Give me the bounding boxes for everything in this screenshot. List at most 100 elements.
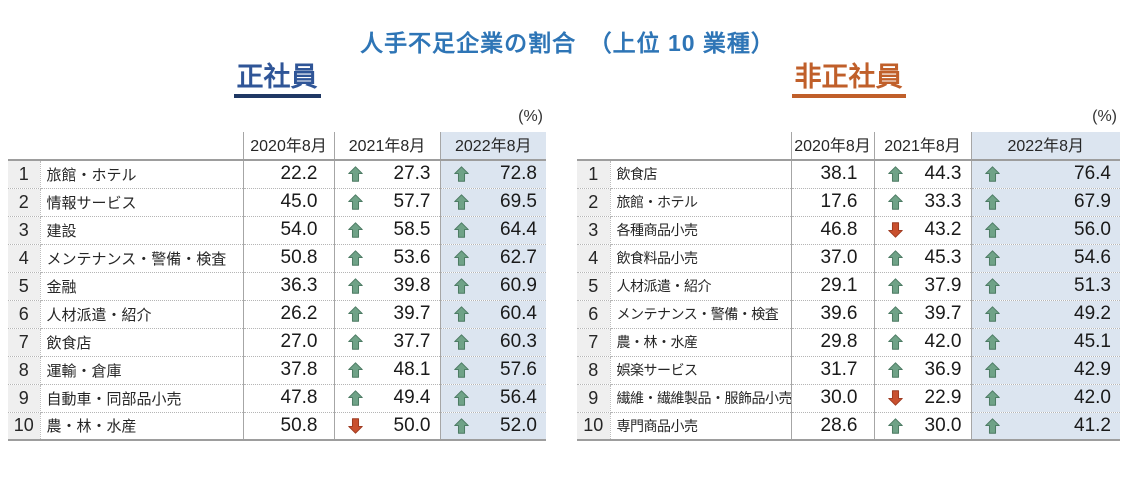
arrow-up-icon [347,166,364,183]
arrow-up-icon [984,306,1001,323]
table-row: 6 人材派遣・紹介 26.2 39.7 60.4 [8,300,546,329]
value-2022-cell: 60.9 [439,272,546,301]
arrow-up-icon [984,250,1001,267]
value-2022-cell: 56.0 [970,216,1120,245]
arrow-up-icon [887,250,904,267]
arrow-up-icon [984,222,1001,239]
industry-cell: メンテナンス・警備・検査 [40,244,243,273]
arrow-up-icon [887,194,904,211]
arrow-up-icon [453,390,470,407]
value-2021-cell: 27.3 [333,160,440,189]
value-2021-cell: 39.7 [333,300,440,329]
rank-cell: 4 [8,244,41,273]
rank-cell: 1 [8,160,41,189]
industry-cell: 専門商品小売 [610,412,791,441]
value-2021-cell: 37.9 [873,272,971,301]
rank-cell: 3 [8,216,41,245]
industry-cell: 運輸・倉庫 [40,356,243,385]
value-2021-cell: 39.8 [333,272,440,301]
rank-cell: 2 [8,188,41,217]
blank-header-cell [577,132,791,161]
rank-cell: 4 [577,244,611,273]
value-2022-cell: 64.4 [439,216,546,245]
arrow-up-icon [984,362,1001,379]
arrow-up-icon [887,334,904,351]
arrow-up-icon [453,194,470,211]
value-2021-cell: 33.3 [873,188,971,217]
table-row: 4 飲食料品小売 37.0 45.3 54.6 [577,244,1120,273]
arrow-up-icon [984,194,1001,211]
rank-cell: 10 [8,412,41,441]
value-2022-cell: 42.9 [970,356,1120,385]
regular-employees-table: 2020年8月 2021年8月 2022年8月 1 旅館・ホテル 22.2 27… [8,132,546,441]
value-2020-cell: 22.2 [242,160,334,189]
arrow-up-icon [984,334,1001,351]
value-2022-cell: 54.6 [970,244,1120,273]
table-row: 9 自動車・同部品小売 47.8 49.4 56.4 [8,384,546,413]
arrow-up-icon [453,278,470,295]
arrow-up-icon [887,166,904,183]
value-2020-cell: 30.0 [790,384,874,413]
table-row: 10 専門商品小売 28.6 30.0 41.2 [577,412,1120,441]
value-2021-cell: 45.3 [873,244,971,273]
arrow-up-icon [453,334,470,351]
blank-header-cell [8,132,243,161]
arrow-down-icon [347,417,364,434]
value-2020-cell: 50.8 [242,412,334,441]
value-2022-cell: 42.0 [970,384,1120,413]
value-2021-cell: 53.6 [333,244,440,273]
arrow-down-icon [887,390,904,407]
arrow-up-icon [453,222,470,239]
rank-cell: 9 [577,384,611,413]
value-2020-cell: 27.0 [242,328,334,357]
value-2022-cell: 49.2 [970,300,1120,329]
value-2022-cell: 56.4 [439,384,546,413]
nonregular-employees-panel: 非正社員 (%) 2020年8月 2021年8月 2022年8月 1 飲食店 3… [577,62,1120,441]
value-2022-cell: 51.3 [970,272,1120,301]
rank-cell: 9 [8,384,41,413]
value-2020-cell: 28.6 [790,412,874,441]
value-2020-cell: 37.0 [790,244,874,273]
value-2020-cell: 38.1 [790,160,874,189]
arrow-up-icon [347,362,364,379]
regular-employees-panel: 正社員 (%) 2020年8月 2021年8月 2022年8月 1 旅館・ホテル… [8,62,546,441]
industry-cell: 娯楽サービス [610,356,791,385]
rank-cell: 5 [577,272,611,301]
table-row: 5 人材派遣・紹介 29.1 37.9 51.3 [577,272,1120,301]
value-2022-cell: 60.3 [439,328,546,357]
table-row: 9 繊維・繊維製品・服飾品小売 30.0 22.9 42.0 [577,384,1120,413]
industry-cell: 農・林・水産 [40,412,243,441]
rank-cell: 6 [577,300,611,329]
value-2022-cell: 41.2 [970,412,1120,441]
value-2020-cell: 29.1 [790,272,874,301]
industry-cell: 飲食店 [610,160,791,189]
value-2021-cell: 37.7 [333,328,440,357]
industry-cell: 金融 [40,272,243,301]
value-2021-cell: 57.7 [333,188,440,217]
industry-cell: 人材派遣・紹介 [40,300,243,329]
arrow-up-icon [453,250,470,267]
value-2021-cell: 58.5 [333,216,440,245]
arrow-up-icon [984,166,1001,183]
table-row: 5 金融 36.3 39.8 60.9 [8,272,546,301]
value-2020-cell: 45.0 [242,188,334,217]
arrow-up-icon [347,306,364,323]
table-row: 2 情報サービス 45.0 57.7 69.5 [8,188,546,217]
table-header-row: 2020年8月 2021年8月 2022年8月 [8,132,546,161]
arrow-up-icon [347,222,364,239]
value-2020-cell: 50.8 [242,244,334,273]
industry-cell: 繊維・繊維製品・服飾品小売 [610,384,791,413]
col-header-2022: 2022年8月 [970,132,1120,161]
value-2020-cell: 47.8 [242,384,334,413]
value-2022-cell: 69.5 [439,188,546,217]
rank-cell: 8 [8,356,41,385]
value-2020-cell: 26.2 [242,300,334,329]
value-2020-cell: 54.0 [242,216,334,245]
table-row: 6 メンテナンス・警備・検査 39.6 39.7 49.2 [577,300,1120,329]
table-row: 2 旅館・ホテル 17.6 33.3 67.9 [577,188,1120,217]
table-row: 8 娯楽サービス 31.7 36.9 42.9 [577,356,1120,385]
industry-cell: 飲食料品小売 [610,244,791,273]
panel-heading-wrap: 非正社員 [577,62,1120,108]
value-2020-cell: 36.3 [242,272,334,301]
industry-cell: 農・林・水産 [610,328,791,357]
